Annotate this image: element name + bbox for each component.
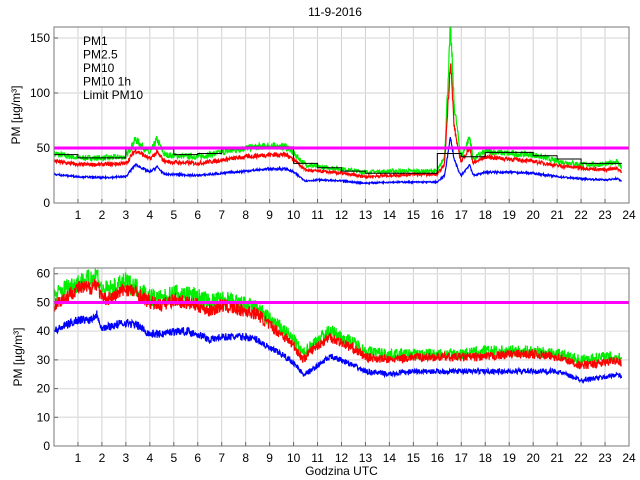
x-tick-label: 9 xyxy=(266,451,273,465)
series-line-pm1 xyxy=(53,310,623,384)
legend-entry-pm10-1h: PM10 1h xyxy=(83,75,131,89)
series-line-pm2-5 xyxy=(53,63,623,180)
y-tick-label: 50 xyxy=(37,141,51,155)
x-tick-label: 14 xyxy=(383,208,397,222)
x-tick-label: 6 xyxy=(194,208,201,222)
x-tick-label: 15 xyxy=(407,451,421,465)
x-tick-label: 15 xyxy=(407,208,421,222)
series-line-pm10 xyxy=(53,26,623,176)
x-tick-label: 22 xyxy=(574,208,588,222)
bottom-chart: 1 2 3 4 5 6 7 8 9 10 11 12 13 14 15 16 17 18 19 20 21 22 23 240… xyxy=(11,267,636,478)
x-tick-label: 5 xyxy=(170,208,177,222)
x-tick-label: 23 xyxy=(598,451,612,465)
x-tick-label: 19 xyxy=(503,451,517,465)
y-tick-label: 10 xyxy=(37,410,51,424)
x-tick-label: 20 xyxy=(526,208,540,222)
x-tick-label: 7 xyxy=(218,451,225,465)
x-tick-label: 2 xyxy=(99,208,106,222)
plot-frame xyxy=(53,26,630,204)
x-tick-label: 8 xyxy=(242,208,249,222)
x-tick-label: 17 xyxy=(455,451,469,465)
y-tick-label: 0 xyxy=(43,439,50,453)
x-tick-label: 12 xyxy=(335,208,349,222)
x-axis-label: Godzina UTC xyxy=(305,464,378,478)
y-tick-label: 50 xyxy=(37,295,51,309)
x-tick-label: 16 xyxy=(431,451,445,465)
x-tick-label: 1 xyxy=(75,451,82,465)
x-tick-label: 21 xyxy=(550,208,564,222)
x-tick-label: 11 xyxy=(311,451,324,465)
x-tick-label: 8 xyxy=(242,451,249,465)
x-tick-label: 14 xyxy=(383,451,397,465)
x-tick-label: 10 xyxy=(287,208,301,222)
y-tick-label: 20 xyxy=(37,382,51,396)
x-tick-label: 5 xyxy=(170,451,177,465)
x-tick-label: 24 xyxy=(622,208,636,222)
x-tick-label: 21 xyxy=(550,451,564,465)
x-tick-label: 23 xyxy=(598,208,612,222)
y-tick-label: 0 xyxy=(43,196,50,210)
x-tick-label: 7 xyxy=(218,208,225,222)
x-tick-label: 4 xyxy=(146,208,153,222)
y-tick-label: 40 xyxy=(37,324,51,338)
x-tick-label: 1 xyxy=(75,208,82,222)
x-tick-label: 16 xyxy=(431,208,445,222)
x-tick-label: 24 xyxy=(622,451,636,465)
series-line-pm1 xyxy=(53,137,623,186)
y-tick-label: 60 xyxy=(37,267,51,281)
x-tick-label: 18 xyxy=(479,451,493,465)
legend-entry-limit-pm10: Limit PM10 xyxy=(83,88,143,102)
x-tick-label: 9 xyxy=(266,208,273,222)
x-tick-label: 11 xyxy=(311,208,324,222)
x-tick-label: 22 xyxy=(574,451,588,465)
plot-frame xyxy=(53,267,630,447)
y-axis-label: PM [µg/m³] xyxy=(9,86,23,145)
x-tick-label: 20 xyxy=(526,451,540,465)
y-tick-label: 100 xyxy=(30,86,50,100)
x-tick-label: 18 xyxy=(479,208,493,222)
x-tick-label: 2 xyxy=(99,451,106,465)
top-chart: 1 2 3 4 5 6 7 8 9 10 11 12 13 14 15 16 17 18 19 20 21 22 23 240… xyxy=(9,26,636,222)
y-axis-label: PM [µg/m³] xyxy=(11,328,25,387)
x-tick-label: 13 xyxy=(359,451,373,465)
series-line-pm2-5 xyxy=(53,279,622,370)
y-tick-label: 30 xyxy=(37,353,51,367)
legend-entry-pm2-5: PM2.5 xyxy=(83,48,118,62)
x-tick-label: 12 xyxy=(335,451,349,465)
x-tick-label: 17 xyxy=(455,208,469,222)
x-tick-label: 10 xyxy=(287,451,301,465)
legend-entry-pm1: PM1 xyxy=(83,34,108,48)
x-tick-label: 3 xyxy=(123,451,130,465)
chart-title: 11-9-2016 xyxy=(308,5,362,19)
x-tick-label: 4 xyxy=(146,451,153,465)
x-tick-label: 3 xyxy=(123,208,130,222)
y-tick-label: 150 xyxy=(30,31,50,45)
x-tick-label: 13 xyxy=(359,208,373,222)
legend-entry-pm10: PM10 xyxy=(83,61,115,75)
x-tick-label: 19 xyxy=(503,208,517,222)
x-tick-label: 6 xyxy=(194,451,201,465)
